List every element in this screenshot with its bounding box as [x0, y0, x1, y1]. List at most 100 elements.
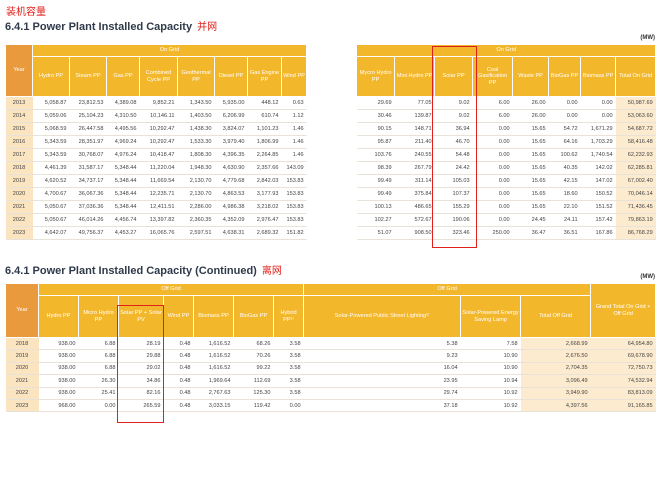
data-row: 2021 938.00 26.30 34.86 0.48 1,969.64 112.69 3.… — [5, 374, 656, 388]
total-cell: 83,813.09 — [590, 387, 656, 400]
value-cell: 3.58 — [273, 362, 304, 376]
value-cell: 68.26 — [233, 337, 274, 351]
value-cell: 0.00 — [548, 109, 581, 123]
value-cell: 1,616.52 — [193, 337, 234, 351]
value-cell: 36.51 — [548, 226, 581, 240]
title-tag: 离网 — [261, 266, 282, 277]
value-cell: 99.22 — [233, 362, 274, 376]
value-cell: 0.00 — [472, 174, 513, 188]
section-title: 6.4.1 Power Plant Installed Capacity 并网 — [5, 18, 217, 33]
value-cell: 10.92 — [460, 399, 521, 413]
value-cell: 3.58 — [273, 387, 304, 400]
value-cell: 4,700.67 — [32, 187, 70, 201]
data-row: 2020 4,700.67 36,067.36 5,348.44 12,235.71 2,… — [5, 187, 656, 201]
value-cell: 10,292.47 — [139, 135, 178, 149]
total-cell: 58,416.48 — [615, 135, 656, 149]
year-cell: 2020 — [5, 187, 33, 201]
value-cell: 6.88 — [78, 337, 119, 351]
value-cell: 0.00 — [78, 399, 119, 413]
value-cell: 12,235.71 — [139, 187, 178, 201]
value-cell: 5,059.06 — [32, 109, 70, 123]
data-row: 2016 5,343.59 28,351.97 4,969.24 10,292.47 1,… — [5, 135, 656, 149]
value-cell: 10.90 — [460, 349, 521, 363]
value-cell: 3,218.02 — [247, 200, 282, 214]
value-cell: 3,177.93 — [247, 187, 282, 201]
value-cell: 4,396.35 — [214, 148, 248, 162]
value-cell: 23,812.53 — [69, 96, 107, 110]
value-cell: 11,220.04 — [139, 161, 178, 175]
year-cell: 2017 — [5, 148, 33, 162]
value-cell: 1,808.30 — [177, 148, 215, 162]
year-cell: 2022 — [5, 213, 33, 227]
value-cell: 4,638.31 — [214, 226, 248, 240]
value-cell: 5,068.59 — [32, 122, 70, 136]
value-cell: 3,033.15 — [193, 399, 234, 413]
value-cell: 34.86 — [118, 374, 164, 388]
value-cell: 51.07 — [356, 226, 395, 240]
value-cell: 54.48 — [434, 148, 473, 162]
value-cell: 147.02 — [580, 174, 616, 188]
total-cell: 62,232.93 — [615, 148, 656, 162]
value-cell: 15.65 — [512, 200, 549, 214]
value-cell: 0.48 — [163, 374, 194, 388]
data-table: Year On Grid On Grid Hydro PP Steam PP Gas PP… — [5, 44, 657, 240]
value-cell: 6.88 — [78, 349, 119, 363]
value-cell: 5,348.44 — [106, 174, 140, 188]
data-table: Year Off Grid Off Grid Grand Total On Grid … — [5, 283, 657, 413]
year-cell: 2016 — [5, 135, 33, 149]
value-cell: 36,067.36 — [69, 187, 107, 201]
value-cell: 28.19 — [118, 337, 164, 351]
value-cell: 3.58 — [273, 349, 304, 363]
value-cell: 23.95 — [303, 374, 461, 388]
total-cell: 72,750.73 — [590, 362, 656, 376]
value-cell: 250.00 — [472, 226, 513, 240]
total-cell: 64,954.80 — [590, 337, 656, 351]
column-header: Grand Total On Grid + Off Grid — [590, 283, 657, 338]
value-cell: 0.00 — [472, 213, 513, 227]
column-header: BioGas PP — [548, 56, 582, 97]
value-cell: 13,397.82 — [139, 213, 178, 227]
value-cell: 29.02 — [118, 362, 164, 376]
column-header: Waste PP — [512, 56, 550, 97]
value-cell: 2,689.32 — [247, 226, 282, 240]
value-cell: 15.65 — [512, 187, 549, 201]
title-tag: 并网 — [197, 22, 218, 33]
value-cell: 18.60 — [548, 187, 581, 201]
value-cell: 938.00 — [38, 337, 79, 351]
total-cell: 91,165.85 — [590, 399, 656, 413]
value-cell: 16,065.76 — [139, 226, 178, 240]
value-cell: 9.02 — [434, 96, 473, 110]
value-cell: 100.13 — [356, 200, 395, 214]
value-cell: 46,014.26 — [69, 213, 107, 227]
spacer — [306, 161, 357, 175]
column-header: Hydro PP — [32, 56, 70, 97]
value-cell: 0.00 — [472, 148, 513, 162]
value-cell: 150.52 — [580, 187, 616, 201]
spacer — [306, 226, 357, 240]
value-cell: 3.58 — [273, 337, 304, 351]
data-row: 2019 938.00 6.88 29.88 0.48 1,616.52 70.26 3.58… — [5, 349, 656, 363]
value-cell: 938.00 — [38, 374, 79, 388]
column-header: Steam PP — [69, 56, 107, 97]
value-cell: 15.65 — [512, 122, 549, 136]
value-cell: 15.65 — [512, 174, 549, 188]
value-cell: 42.15 — [548, 174, 581, 188]
value-cell: 10,418.47 — [139, 148, 178, 162]
value-cell: 82.16 — [118, 387, 164, 400]
column-header: Gas PP — [106, 56, 140, 97]
value-cell: 10.90 — [460, 362, 521, 376]
value-cell: 29.69 — [356, 96, 395, 110]
spacer — [306, 200, 357, 214]
column-header: Solar-Powered Energy Saving Lamp — [460, 295, 522, 338]
value-cell: 24.11 — [548, 213, 581, 227]
value-cell: 0.00 — [472, 187, 513, 201]
value-cell: 0.63 — [281, 96, 307, 110]
year-cell: 2022 — [5, 387, 39, 400]
year-cell: 2020 — [5, 362, 39, 376]
value-cell: 90.15 — [356, 122, 395, 136]
total-cell: 2,676.50 — [520, 349, 591, 363]
value-cell: 0.00 — [472, 161, 513, 175]
value-cell: 24.45 — [512, 213, 549, 227]
data-row: 2021 5,050.67 37,036.36 5,348.44 12,411.51 2,… — [5, 200, 656, 214]
column-header: Geothermal PP — [177, 56, 215, 97]
